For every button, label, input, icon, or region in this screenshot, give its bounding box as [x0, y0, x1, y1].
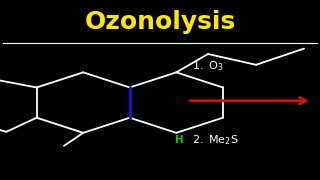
- Text: Ozonolysis: Ozonolysis: [84, 10, 236, 34]
- Text: H: H: [175, 135, 184, 145]
- Text: $\mathregular{2.\ Me_2S}$: $\mathregular{2.\ Me_2S}$: [192, 134, 239, 147]
- Text: $\mathregular{1.\ O_3}$: $\mathregular{1.\ O_3}$: [192, 59, 223, 73]
